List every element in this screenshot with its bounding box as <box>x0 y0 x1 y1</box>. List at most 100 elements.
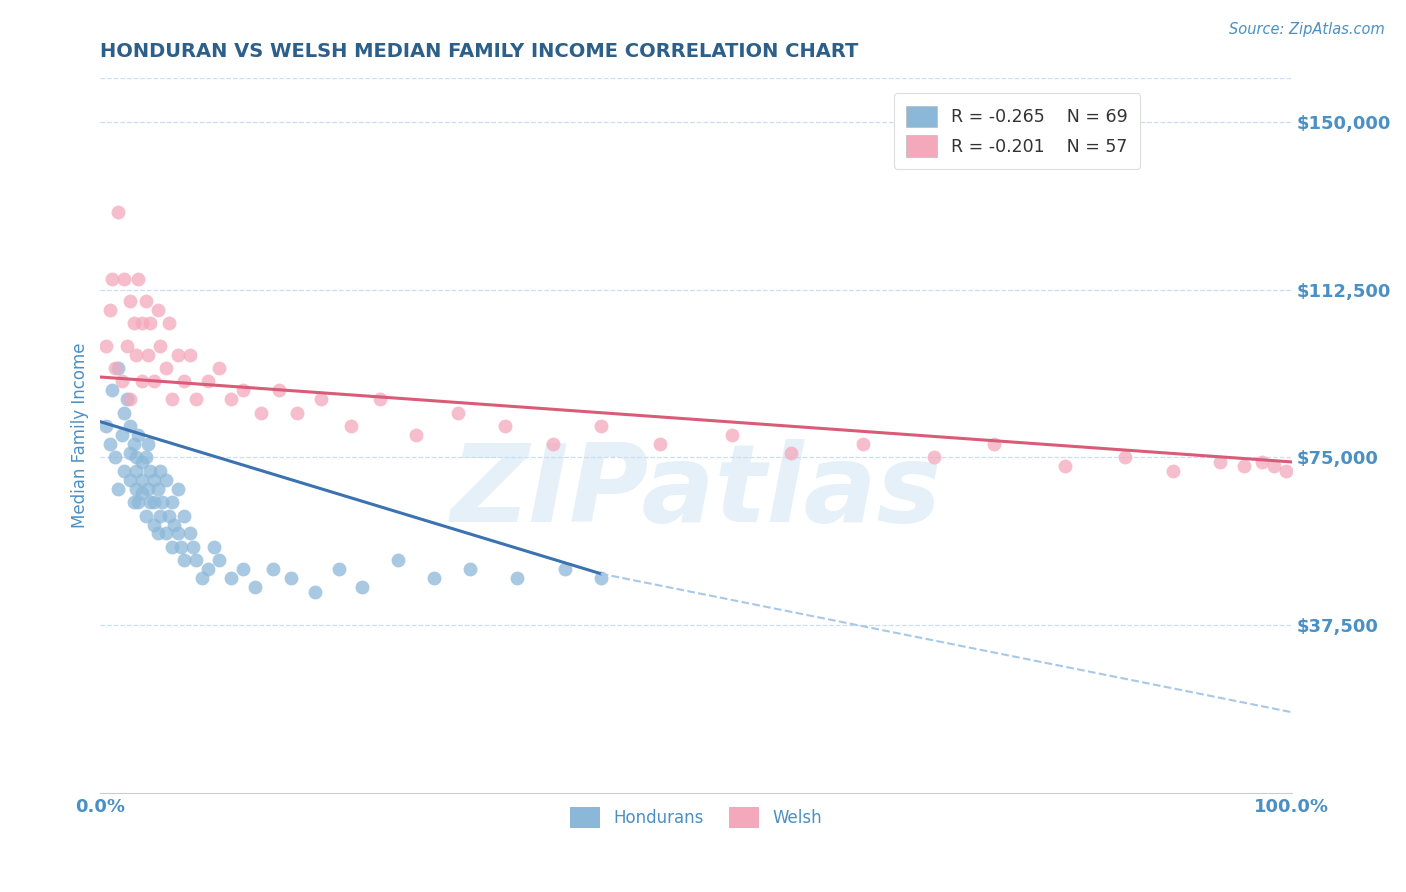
Point <box>122 495 145 509</box>
Point <box>111 375 134 389</box>
Y-axis label: Median Family Income: Median Family Income <box>72 343 89 528</box>
Point <box>447 406 470 420</box>
Point <box>780 446 803 460</box>
Point <box>262 562 284 576</box>
Point <box>179 526 201 541</box>
Point <box>221 571 243 585</box>
Point <box>1251 455 1274 469</box>
Point <box>131 455 153 469</box>
Point <box>339 419 361 434</box>
Point <box>111 428 134 442</box>
Point <box>166 526 188 541</box>
Point <box>131 473 153 487</box>
Point <box>136 437 159 451</box>
Point <box>370 392 392 407</box>
Point <box>494 419 516 434</box>
Point <box>115 392 138 407</box>
Point <box>650 437 672 451</box>
Point <box>146 303 169 318</box>
Point <box>232 562 254 576</box>
Point <box>125 348 148 362</box>
Text: HONDURAN VS WELSH MEDIAN FAMILY INCOME CORRELATION CHART: HONDURAN VS WELSH MEDIAN FAMILY INCOME C… <box>100 42 859 61</box>
Point <box>184 553 207 567</box>
Point <box>143 517 166 532</box>
Point <box>160 540 183 554</box>
Point <box>589 571 612 585</box>
Point <box>131 486 153 500</box>
Point <box>506 571 529 585</box>
Point <box>1054 459 1077 474</box>
Point <box>208 361 231 376</box>
Point <box>112 464 135 478</box>
Point <box>155 361 177 376</box>
Point <box>387 553 409 567</box>
Point <box>146 482 169 496</box>
Point <box>983 437 1005 451</box>
Point <box>173 553 195 567</box>
Point <box>159 508 181 523</box>
Point <box>149 464 172 478</box>
Point <box>135 450 157 465</box>
Point <box>112 406 135 420</box>
Point <box>554 562 576 576</box>
Point <box>107 204 129 219</box>
Point <box>96 419 118 434</box>
Point <box>104 450 127 465</box>
Point <box>328 562 350 576</box>
Point <box>1263 459 1285 474</box>
Point <box>184 392 207 407</box>
Point <box>155 526 177 541</box>
Point <box>304 584 326 599</box>
Point <box>120 392 142 407</box>
Text: ZIPatlas: ZIPatlas <box>450 440 942 545</box>
Point <box>166 482 188 496</box>
Point <box>155 473 177 487</box>
Point <box>352 580 374 594</box>
Point <box>1233 459 1256 474</box>
Point <box>139 495 162 509</box>
Point <box>131 375 153 389</box>
Point <box>127 428 149 442</box>
Point <box>160 495 183 509</box>
Point <box>107 482 129 496</box>
Point <box>125 464 148 478</box>
Point <box>458 562 481 576</box>
Legend: Hondurans, Welsh: Hondurans, Welsh <box>564 801 828 834</box>
Point <box>143 495 166 509</box>
Point <box>104 361 127 376</box>
Point <box>136 482 159 496</box>
Point <box>232 384 254 398</box>
Point <box>541 437 564 451</box>
Point <box>423 571 446 585</box>
Point <box>127 271 149 285</box>
Point <box>150 495 173 509</box>
Point <box>135 508 157 523</box>
Point <box>250 406 273 420</box>
Point <box>208 553 231 567</box>
Point <box>1161 464 1184 478</box>
Point <box>221 392 243 407</box>
Point <box>136 348 159 362</box>
Point <box>1209 455 1232 469</box>
Point <box>285 406 308 420</box>
Point <box>112 271 135 285</box>
Point <box>170 540 193 554</box>
Point <box>166 348 188 362</box>
Point <box>173 375 195 389</box>
Point <box>135 293 157 308</box>
Point <box>181 540 204 554</box>
Point <box>309 392 332 407</box>
Point <box>122 317 145 331</box>
Point <box>122 437 145 451</box>
Point <box>163 517 186 532</box>
Point <box>146 526 169 541</box>
Point <box>125 482 148 496</box>
Point <box>125 450 148 465</box>
Point <box>405 428 427 442</box>
Point <box>98 303 121 318</box>
Point <box>149 508 172 523</box>
Point <box>202 540 225 554</box>
Point <box>115 339 138 353</box>
Point <box>720 428 742 442</box>
Point <box>197 562 219 576</box>
